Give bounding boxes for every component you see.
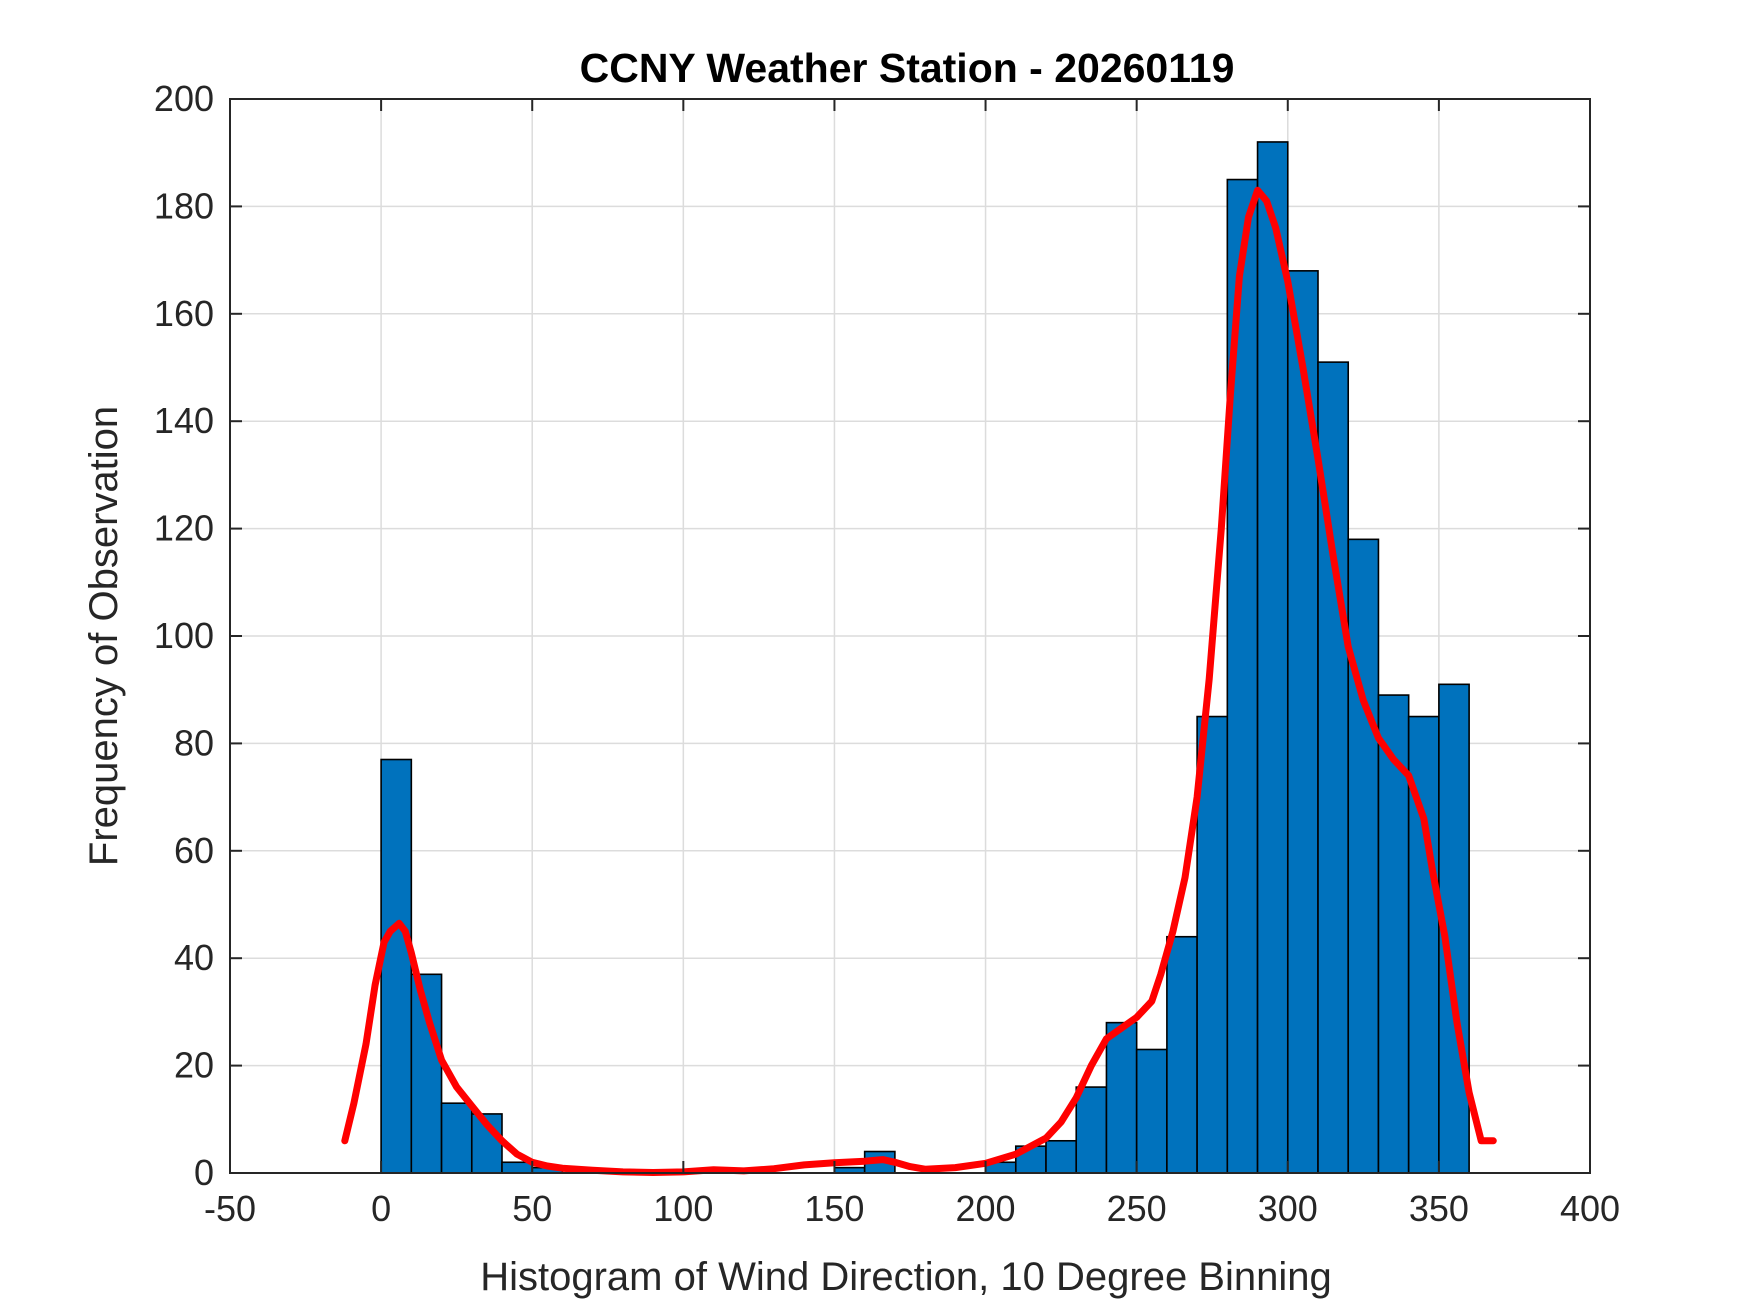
histogram-bar [1347, 538, 1380, 1174]
curve-layer [341, 186, 1497, 1176]
histogram-bar [380, 758, 413, 1174]
y-tick-label: 0 [194, 1152, 214, 1193]
y-tick-label: 80 [174, 722, 214, 763]
x-tick-label: 350 [1409, 1188, 1469, 1229]
x-tick-label: 150 [804, 1188, 864, 1229]
histogram-bar [1166, 935, 1198, 1174]
histogram-bar [1105, 1021, 1138, 1174]
histogram-bar [1256, 141, 1289, 1174]
y-tick-label: 20 [174, 1045, 214, 1086]
y-tick-label: 160 [154, 293, 214, 334]
x-tick-label: 100 [653, 1188, 713, 1229]
chart-title: CCNY Weather Station - 20260119 [580, 45, 1235, 91]
x-tick-label: 400 [1560, 1188, 1620, 1229]
y-tick-label: 60 [174, 830, 214, 871]
x-axis-label: Histogram of Wind Direction, 10 Degree B… [480, 1255, 1332, 1299]
histogram-bar [1286, 270, 1319, 1174]
y-tick-label: 200 [154, 78, 214, 119]
x-tick-label: 300 [1258, 1188, 1318, 1229]
histogram-bar [1135, 1048, 1168, 1174]
y-tick-label: 100 [154, 615, 214, 656]
x-tick-label: -50 [204, 1188, 256, 1229]
histogram-bar [1196, 715, 1229, 1174]
y-tick-label: 40 [174, 937, 214, 978]
x-tick-label: 200 [956, 1188, 1016, 1229]
histogram-bar [1377, 694, 1410, 1174]
density-curve [341, 186, 1497, 1176]
y-tick-label: 120 [154, 508, 214, 549]
y-tick-label: 140 [154, 400, 214, 441]
histogram-bar [1075, 1086, 1108, 1174]
tick-layer: -50 0 50 100 150 200 250 300 350 4000204060801001… [154, 78, 1620, 1229]
x-tick-label: 50 [512, 1188, 552, 1229]
histogram-bar [1226, 178, 1259, 1174]
x-tick-label: 0 [371, 1188, 391, 1229]
histogram-bar [1045, 1139, 1078, 1174]
histogram-bar [501, 1161, 534, 1174]
histogram-bar [440, 1102, 473, 1174]
x-tick-label: 250 [1107, 1188, 1167, 1229]
y-axis-label: Frequency of Observation [82, 406, 126, 866]
y-tick-label: 180 [154, 185, 214, 226]
bar-layer [380, 141, 1470, 1174]
